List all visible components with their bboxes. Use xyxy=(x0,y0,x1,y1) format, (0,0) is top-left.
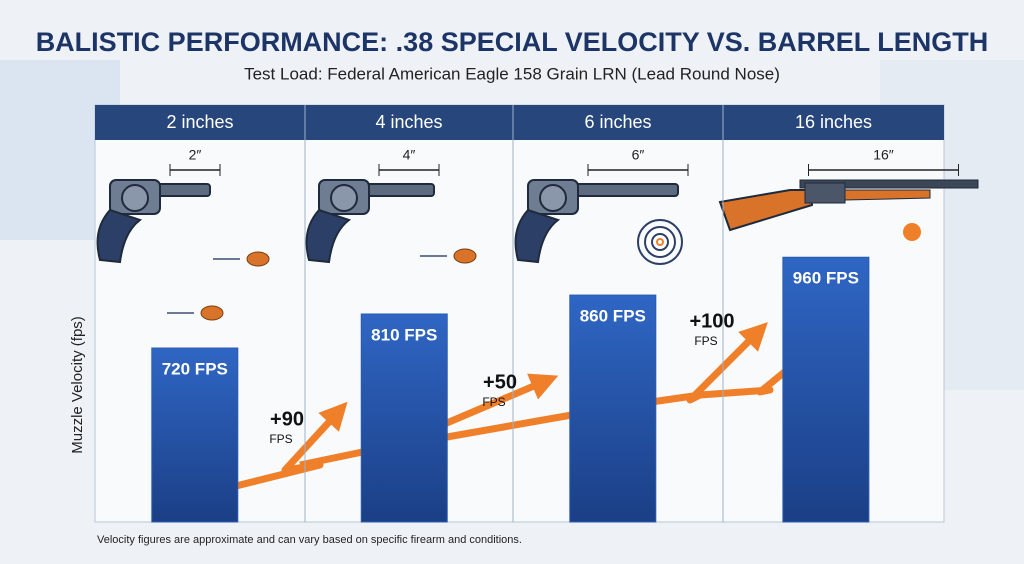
x-tick-label: 6 inches xyxy=(584,112,651,132)
gun-cylinder xyxy=(539,184,567,212)
increase-unit: FPS xyxy=(269,432,292,446)
increase-value: +90 xyxy=(270,408,304,430)
x-tick-label: 2 inches xyxy=(166,112,233,132)
gun-cylinder xyxy=(121,184,149,212)
rifle xyxy=(718,179,979,241)
gun-grip xyxy=(305,208,352,264)
gun-grip xyxy=(96,208,143,264)
increase-unit: FPS xyxy=(482,395,505,409)
increase-value: +50 xyxy=(483,371,517,393)
increase-value: +100 xyxy=(689,310,734,332)
gun-grip xyxy=(514,208,561,264)
bullet xyxy=(200,305,224,321)
rifle-barrel xyxy=(799,179,979,189)
bar xyxy=(569,294,657,523)
value-label: 810 FPS xyxy=(371,325,437,344)
chart-title: BALISTIC PERFORMANCE: .38 SPECIAL VELOCI… xyxy=(36,27,989,57)
footnote: Velocity figures are approximate and can… xyxy=(97,534,522,546)
header-band xyxy=(95,105,944,140)
value-label: 960 FPS xyxy=(793,269,859,288)
gun-barrel xyxy=(358,183,435,197)
barrel-label: 6″ xyxy=(632,147,645,163)
target-ring xyxy=(651,233,669,251)
bullet xyxy=(246,251,270,267)
gun-barrel xyxy=(567,183,679,197)
bar xyxy=(782,256,870,523)
rifle-forend xyxy=(844,189,931,201)
bullet xyxy=(453,248,477,264)
value-label: 720 FPS xyxy=(162,360,228,379)
y-axis-label: Muzzle Velocity (fps) xyxy=(69,316,86,454)
barrel-label: 16″ xyxy=(873,147,894,163)
bullet xyxy=(903,223,921,241)
x-tick-label: 4 inches xyxy=(375,112,442,132)
increase-unit: FPS xyxy=(694,334,717,348)
illustrations: 2″ 4″ 6″ 16″ xyxy=(96,147,979,321)
target-ring xyxy=(656,238,664,246)
barrel-label: 4″ xyxy=(403,147,416,163)
barrel-label: 2″ xyxy=(189,147,202,163)
chart-subtitle: Test Load: Federal American Eagle 158 Gr… xyxy=(244,64,780,83)
target-ring xyxy=(637,219,683,265)
bar xyxy=(360,313,448,523)
gun-cylinder xyxy=(330,184,358,212)
bar xyxy=(151,347,239,523)
x-tick-label: 16 inches xyxy=(795,112,872,132)
value-label: 860 FPS xyxy=(580,307,646,326)
rifle-receiver xyxy=(804,182,846,204)
